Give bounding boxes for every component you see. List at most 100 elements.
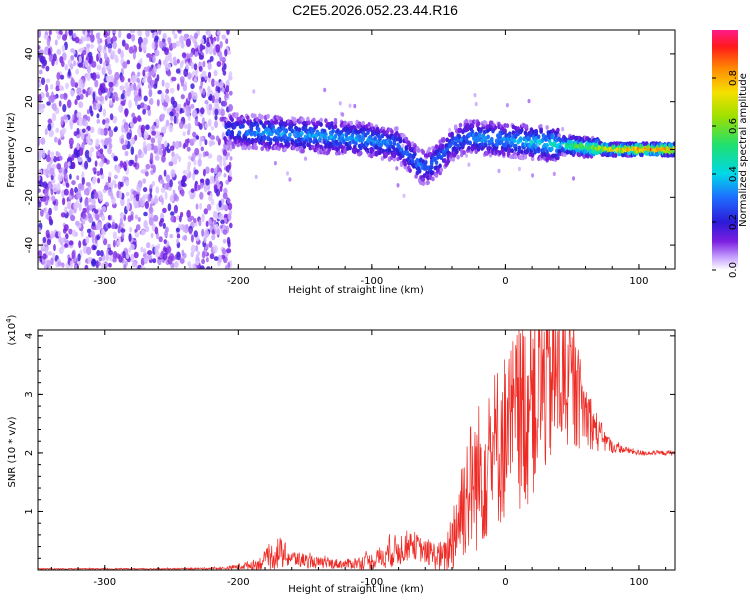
heatmap-noise-cell: [209, 175, 215, 184]
heatmap-ridge-cell: [284, 128, 289, 134]
heatmap-noise-cell: [118, 30, 122, 39]
heatmap-noise-cell: [173, 33, 178, 39]
heatmap-noise-cell: [63, 161, 69, 170]
heatmap-noise-cell: [179, 61, 184, 68]
heatmap-noise-cell: [109, 113, 114, 121]
heatmap-noise-cell: [222, 204, 228, 211]
heatmap-noise-cell: [42, 253, 47, 260]
heatmap-noise-cell: [163, 140, 168, 148]
heatmap-noise-cell: [183, 123, 188, 129]
heatmap-noise-cell: [97, 222, 103, 231]
heatmap-noise-cell: [81, 128, 86, 134]
heatmap-noise-cell: [205, 178, 210, 186]
heatmap-scatter-cell: [552, 171, 556, 177]
heatmap-noise-cell: [45, 91, 50, 98]
heatmap-noise-cell: [176, 238, 179, 244]
heatmap-noise-cell: [222, 238, 227, 244]
heatmap-ridge-cell: [225, 144, 230, 150]
x-tick-label: -300: [93, 577, 116, 588]
heatmap-noise-cell: [98, 261, 101, 267]
heatmap-noise-cell: [160, 91, 164, 101]
heatmap-noise-cell: [85, 135, 91, 144]
heatmap-noise-cell: [113, 54, 119, 60]
heatmap-noise-cell: [39, 108, 44, 114]
heatmap-noise-cell: [92, 167, 97, 172]
heatmap-noise-cell: [167, 37, 172, 43]
spectrogram-x-label: Height of straight line (km): [288, 285, 424, 296]
heatmap-noise-cell: [177, 58, 180, 64]
heatmap-noise-cell: [67, 161, 71, 167]
heatmap-noise-cell: [47, 47, 51, 57]
x-tick-label: 0: [502, 577, 508, 588]
heatmap-scatter-cell: [465, 153, 468, 158]
heatmap-noise-cell: [112, 115, 118, 124]
heatmap-ridge-cell: [545, 142, 549, 148]
heatmap-noise-cell: [96, 234, 100, 241]
heatmap-noise-cell: [51, 195, 56, 202]
heatmap-noise-cell: [63, 169, 67, 177]
heatmap-noise-cell: [96, 119, 101, 124]
heatmap-ridge-cell: [348, 145, 352, 151]
colorbar-tick-label: 0.2: [728, 214, 739, 230]
heatmap-noise-cell: [150, 232, 154, 239]
heatmap-ridge-cell: [416, 148, 421, 153]
heatmap-noise-cell: [43, 50, 49, 56]
heatmap-ridge-cell: [337, 150, 341, 156]
heatmap-noise-cell: [90, 43, 94, 49]
heatmap-noise-cell: [104, 184, 109, 191]
y-tick-label: 4: [24, 333, 35, 339]
heatmap-noise-cell: [79, 93, 84, 100]
heatmap-noise-cell: [181, 52, 187, 58]
heatmap-noise-cell: [135, 224, 141, 231]
heatmap-noise-cell: [136, 128, 142, 135]
heatmap-noise-cell: [130, 193, 134, 201]
heatmap-noise-cell: [206, 203, 212, 211]
heatmap-noise-cell: [200, 146, 204, 152]
heatmap-noise-cell: [106, 90, 111, 98]
heatmap-noise-cell: [192, 137, 197, 143]
heatmap-noise-cell: [173, 193, 178, 201]
heatmap-noise-cell: [193, 63, 198, 71]
x-tick-label: -300: [93, 276, 116, 287]
heatmap-noise-cell: [204, 229, 210, 238]
heatmap-ridge-cell: [530, 152, 535, 158]
heatmap-noise-cell: [167, 255, 173, 265]
heatmap-noise-cell: [56, 72, 61, 80]
heatmap-noise-cell: [62, 34, 67, 41]
heatmap-noise-cell: [193, 217, 197, 224]
heatmap-ridge-cell: [348, 140, 352, 146]
heatmap-noise-cell: [96, 113, 100, 119]
heatmap-noise-cell: [144, 201, 149, 209]
heatmap-noise-cell: [141, 78, 146, 83]
heatmap-noise-cell: [86, 65, 91, 74]
heatmap-noise-cell: [225, 164, 231, 173]
heatmap-ridge-cell: [455, 149, 459, 155]
heatmap-ridge-cell: [333, 117, 338, 123]
heatmap-noise-cell: [154, 42, 159, 49]
heatmap-ridge-cell: [361, 120, 366, 126]
heatmap-noise-cell: [112, 30, 116, 34]
heatmap-noise-cell: [215, 223, 219, 230]
heatmap-noise-cell: [153, 214, 159, 222]
heatmap-ridge-cell: [505, 123, 510, 129]
heatmap-noise-cell: [52, 103, 57, 112]
heatmap-noise-cell: [183, 68, 189, 77]
heatmap-noise-cell: [124, 109, 128, 118]
heatmap-noise-cell: [77, 253, 81, 262]
heatmap-noise-cell: [88, 55, 92, 65]
heatmap-noise-cell: [108, 143, 113, 149]
heatmap-scatter-cell: [467, 162, 471, 167]
heatmap-ridge-cell: [354, 141, 358, 146]
heatmap-noise-cell: [216, 35, 220, 42]
heatmap-noise-cell: [152, 258, 157, 264]
heatmap-noise-cell: [222, 149, 227, 157]
heatmap-ridge-cell: [490, 120, 494, 126]
heatmap-noise-cell: [91, 60, 97, 68]
heatmap-noise-cell: [99, 161, 104, 168]
heatmap-noise-cell: [214, 108, 219, 116]
heatmap-noise-cell: [151, 130, 157, 136]
heatmap-noise-cell: [192, 92, 198, 100]
heatmap-scatter-cell: [304, 156, 307, 161]
heatmap-noise-cell: [162, 33, 167, 40]
heatmap-noise-cell: [73, 131, 78, 137]
